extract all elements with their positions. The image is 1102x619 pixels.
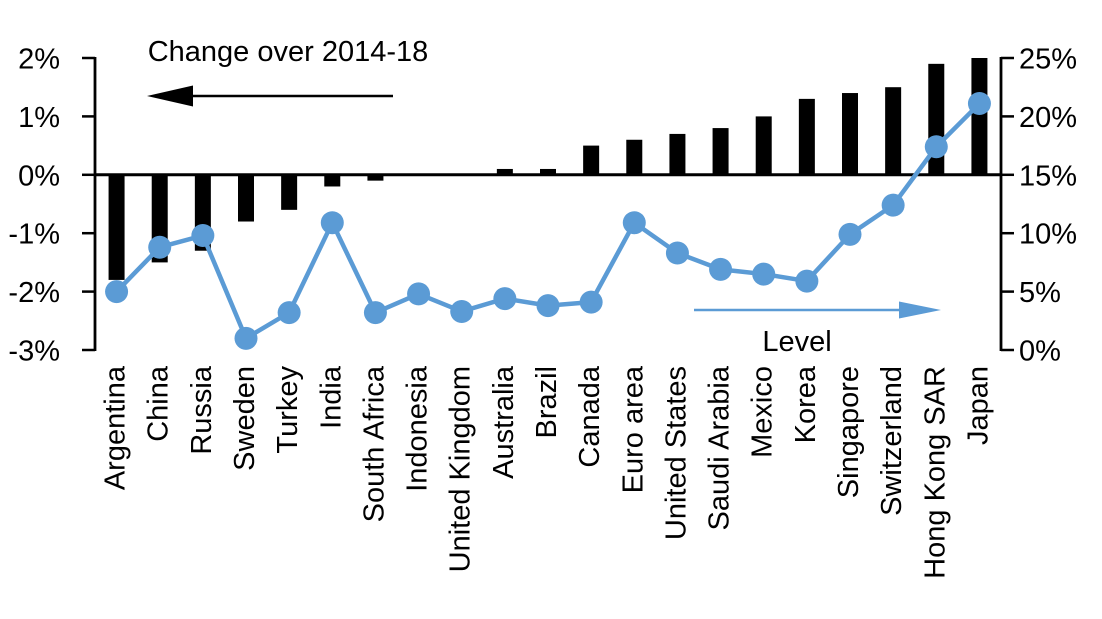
category-label: China [143,365,175,442]
data-point-marker [536,294,560,318]
category-label: South Africa [358,365,390,522]
data-point-marker [622,211,646,235]
category-labels: Argentina China Russia Sweden Turkey India Sou… [100,365,995,579]
bar [669,133,686,175]
category-label: Argentina [100,365,132,490]
data-point-marker [277,301,301,325]
data-point-marker [795,269,819,293]
right-axis-tick-label: 10% [1019,219,1077,251]
category-label: United States [660,366,692,540]
bar [626,139,643,175]
category-label: Hong Kong SAR [919,366,951,579]
right-axis-tick-label: 25% [1019,44,1077,76]
data-point-marker [320,211,344,235]
right-axis-tick-label: 20% [1019,102,1077,134]
left-axis-tick-label: 1% [18,102,60,134]
data-point-marker [450,299,474,323]
bar-series-label: Change over 2014-18 [148,36,429,68]
category-label: Turkey [272,366,304,454]
bar [324,174,341,187]
line-series [105,92,991,350]
left-axis-tick-label: -3% [8,336,60,368]
bar [971,58,988,175]
bar [496,168,513,175]
bar [885,87,902,175]
axis-tick-labels: 2% 1% 0% -1% -2% -3% 25% 20% 15% 10% 5% 0% [8,44,1077,368]
data-point-marker [709,257,733,281]
bar [367,174,384,181]
category-label: Korea [790,365,822,443]
bar-series-annotation: Change over 2014-18 [147,36,428,107]
category-label: Canada [574,365,606,467]
data-point-marker [407,282,431,306]
left-arrow-head-icon [147,85,193,107]
right-axis-tick-label: 0% [1019,336,1061,368]
data-point-marker [752,262,776,286]
category-label: United Kingdom [445,366,477,572]
category-label: Singapore [833,366,865,498]
bar [798,98,815,175]
bar [281,174,298,210]
left-axis-tick-label: -2% [8,277,60,309]
category-label: Euro area [617,365,649,493]
left-axis-tick-label: 0% [18,160,60,192]
bar [755,116,772,175]
data-point-marker [148,235,172,259]
category-label: Russia [186,365,218,455]
right-axis-tick-label: 15% [1019,160,1077,192]
bar-series [108,58,988,280]
axes [82,56,1014,352]
bar [238,174,254,222]
data-point-marker [105,280,129,304]
category-label: Japan [962,366,994,445]
data-point-marker [967,92,991,116]
category-label: India [315,365,347,429]
data-point-marker [191,224,215,248]
data-point-marker [493,287,517,311]
bar [842,93,858,175]
data-point-marker [363,301,387,325]
data-point-marker [838,222,862,246]
category-label: Sweden [229,366,261,471]
data-point-marker [579,290,603,314]
line-series-label: Level [762,326,831,358]
right-arrow-head-icon [899,301,941,319]
bar [108,174,125,280]
category-label: Mexico [747,366,779,458]
category-label: Saudi Arabia [704,365,736,530]
bar [540,168,556,175]
category-label: Indonesia [402,365,434,492]
category-label: Brazil [531,366,563,439]
left-axis-tick-label: -1% [8,219,60,251]
right-axis-tick-label: 5% [1019,277,1061,309]
bar [583,145,600,175]
data-point-marker [881,193,905,217]
data-point-marker [924,135,948,159]
category-label: Switzerland [876,366,908,516]
bar [712,128,729,175]
left-axis-tick-label: 2% [18,44,60,76]
data-point-marker [665,241,689,265]
data-point-marker [234,326,258,350]
line-series-annotation: Level [694,301,941,358]
category-label: Australia [488,365,520,479]
